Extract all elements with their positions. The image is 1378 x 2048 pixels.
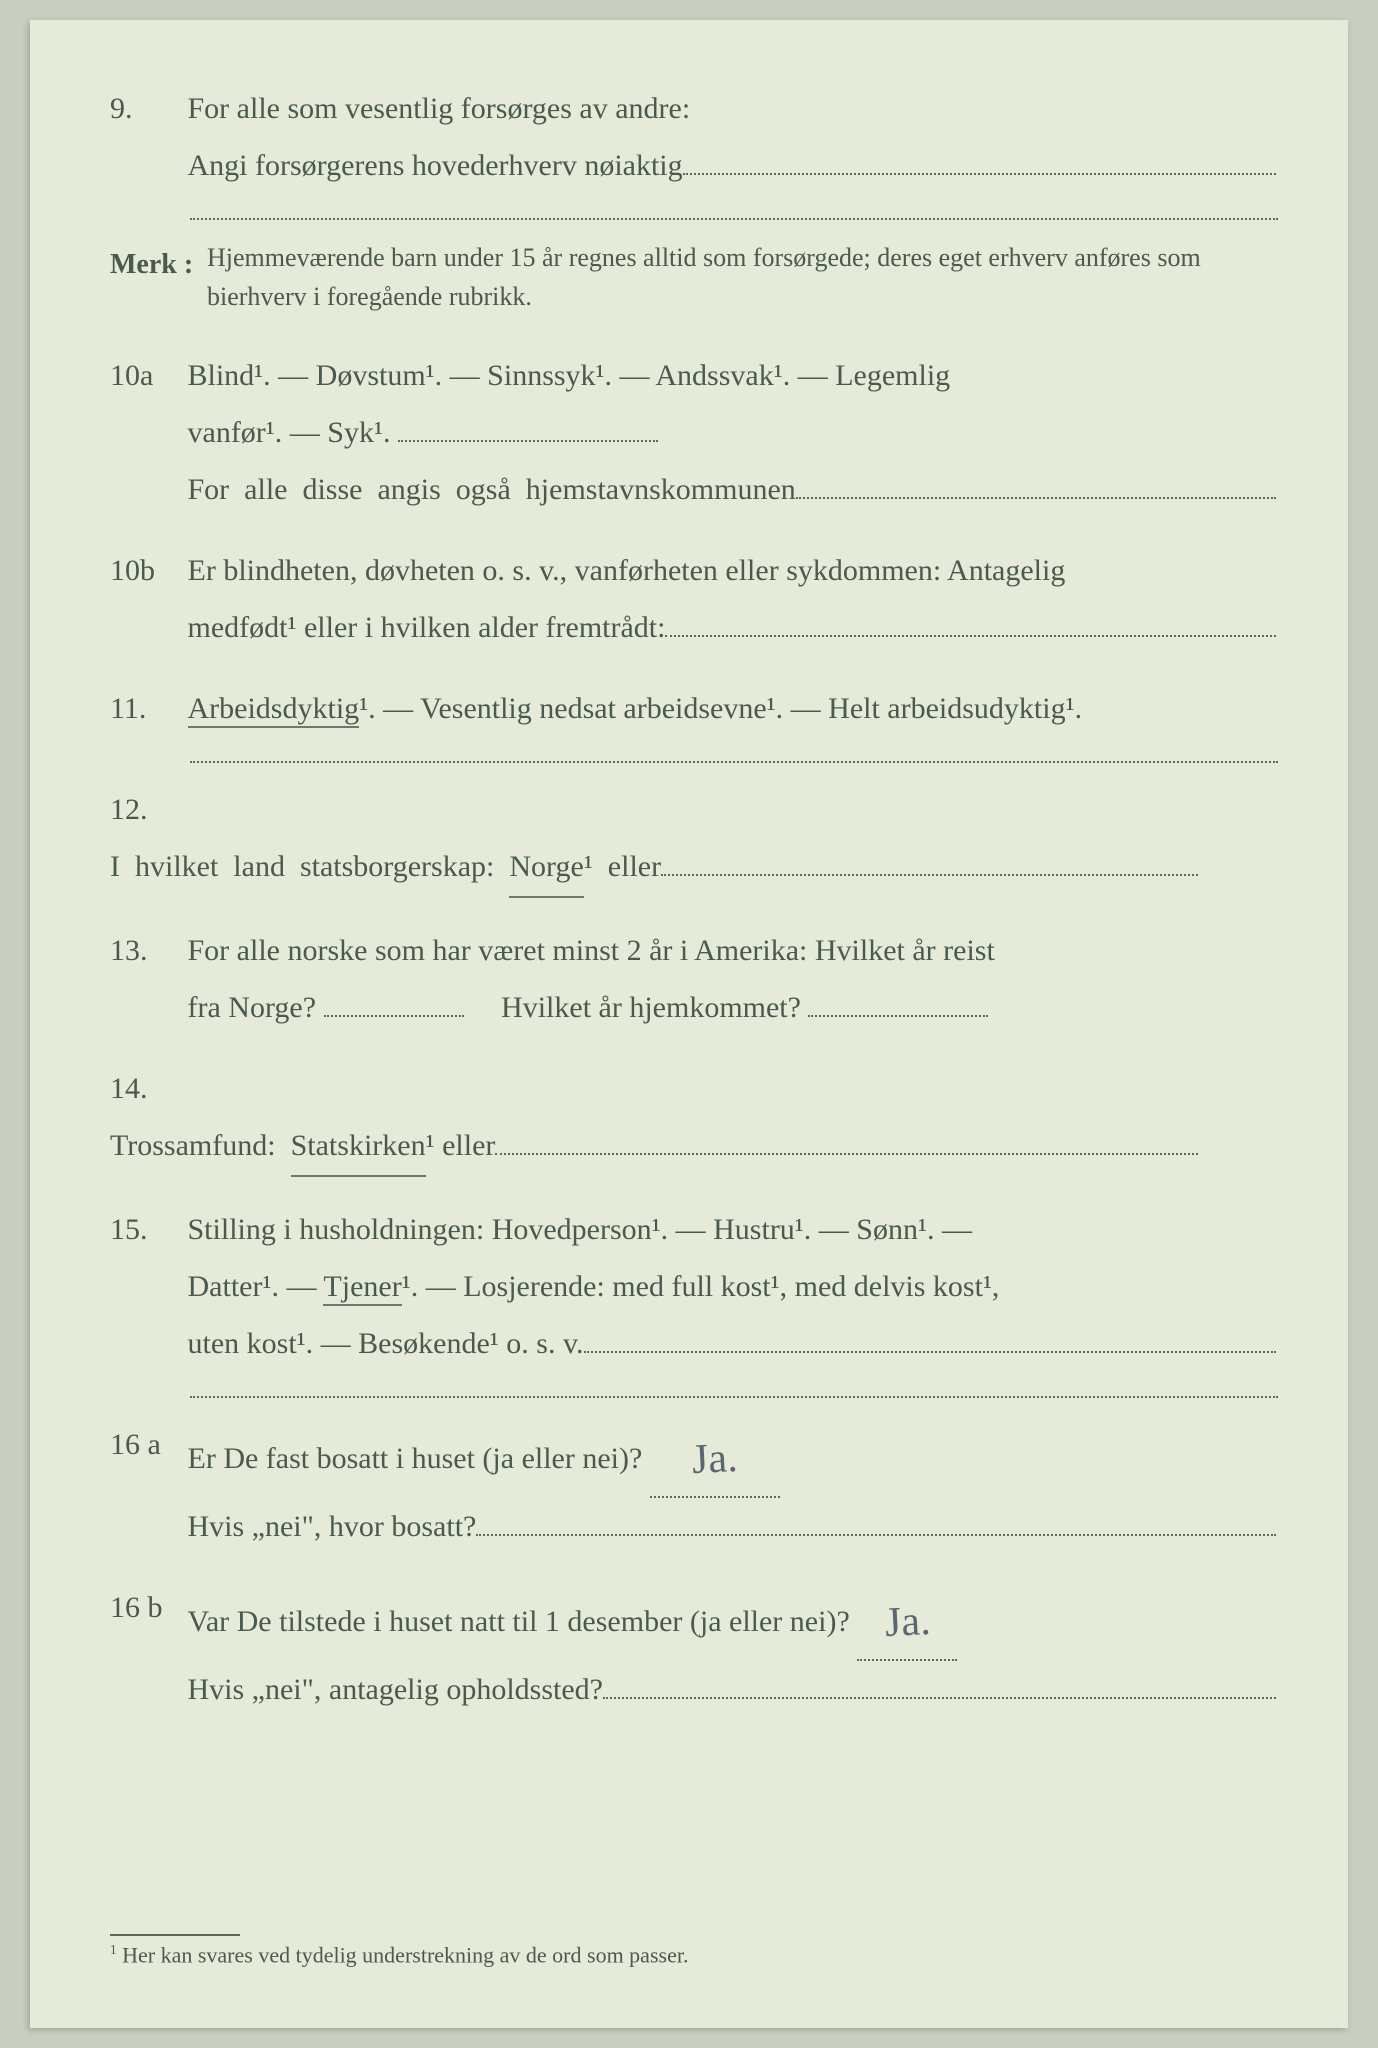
q14-post: ¹ eller xyxy=(426,1117,496,1174)
q13-body: For alle norske som har været minst 2 år… xyxy=(188,922,1276,1036)
q10a-options-1: Blind¹. — Døvstum¹. — Sinnssyk¹. — Andss… xyxy=(188,359,951,392)
footnote-body: Her kan svares ved tydelig understreknin… xyxy=(117,1942,689,1967)
q12-selected: Norge xyxy=(509,838,583,898)
census-form-page: 9. For alle som vesentlig forsørges av a… xyxy=(30,20,1348,2028)
q16a-answer: Ja. xyxy=(690,1419,740,1501)
q15-fill[interactable] xyxy=(584,1351,1276,1353)
q10b-fill[interactable] xyxy=(665,635,1275,637)
q10b-line1: Er blindheten, døvheten o. s. v., vanfør… xyxy=(188,554,1066,587)
q9-number: 9. xyxy=(110,80,180,137)
q12-fill[interactable] xyxy=(661,874,1198,876)
q16b-body: Var De tilstede i huset natt til 1 desem… xyxy=(188,1579,1276,1718)
question-10a: 10a Blind¹. — Døvstum¹. — Sinnssyk¹. — A… xyxy=(110,347,1278,518)
q16b-number: 16 b xyxy=(110,1579,180,1636)
footnote-rule xyxy=(110,1934,240,1936)
divider xyxy=(190,218,1278,220)
q10a-body: Blind¹. — Døvstum¹. — Sinnssyk¹. — Andss… xyxy=(188,347,1276,518)
footnote-area: 1 Her kan svares ved tydelig understrekn… xyxy=(110,1934,1278,1968)
q16b-answer: Ja. xyxy=(882,1582,932,1664)
q16a-answer-field[interactable]: Ja. xyxy=(650,1416,780,1498)
q16a-body: Er De fast bosatt i huset (ja eller nei)… xyxy=(188,1416,1276,1555)
question-12: 12. I hvilket land statsborgerskap: Norg… xyxy=(110,781,1278,898)
q13-line2b: Hvilket år hjemkommet? xyxy=(501,991,801,1024)
question-16b: 16 b Var De tilstede i huset natt til 1 … xyxy=(110,1579,1278,1718)
q15-line3: uten kost¹. — Besøkende¹ o. s. v. xyxy=(188,1315,584,1372)
q12-number: 12. xyxy=(110,781,180,838)
q11-selected: Arbeidsdyktig xyxy=(188,692,360,728)
q10a-fill-kommune[interactable] xyxy=(796,497,1276,499)
q12-post: ¹ eller xyxy=(584,838,661,895)
q10b-body: Er blindheten, døvheten o. s. v., vanfør… xyxy=(188,542,1276,656)
q13-number: 13. xyxy=(110,922,180,979)
merk-label: Merk : xyxy=(110,238,200,291)
divider xyxy=(190,1396,1278,1398)
q14-number: 14. xyxy=(110,1060,180,1117)
footnote-sup: 1 xyxy=(110,1942,117,1957)
q16b-q2: Hvis „nei", antagelig opholdssted? xyxy=(188,1661,604,1718)
q9-line2: Angi forsørgerens hovederhverv nøiaktig xyxy=(188,137,683,194)
question-10b: 10b Er blindheten, døvheten o. s. v., va… xyxy=(110,542,1278,656)
q10b-number: 10b xyxy=(110,542,180,599)
question-9: 9. For alle som vesentlig forsørges av a… xyxy=(110,80,1278,194)
q9-body: For alle som vesentlig forsørges av andr… xyxy=(188,80,1276,194)
question-16a: 16 a Er De fast bosatt i huset (ja eller… xyxy=(110,1416,1278,1555)
q11-rest: ¹. — Vesentlig nedsat arbeidsevne¹. — He… xyxy=(359,692,1082,725)
merk-text: Hjemmeværende barn under 15 år regnes al… xyxy=(207,238,1275,316)
q15-body: Stilling i husholdningen: Hovedperson¹. … xyxy=(188,1201,1276,1372)
q14-body: Trossamfund: Statskirken ¹ eller xyxy=(110,1117,1198,1177)
q16b-answer-field[interactable]: Ja. xyxy=(857,1579,957,1661)
q11-body: Arbeidsdyktig¹. — Vesentlig nedsat arbei… xyxy=(188,680,1276,737)
q12-pre: I hvilket land statsborgerskap: xyxy=(110,838,509,895)
q16a-q2: Hvis „nei", hvor bosatt? xyxy=(188,1498,477,1555)
q16b-q1: Var De tilstede i huset natt til 1 desem… xyxy=(188,1605,858,1638)
q10b-line2: medfødt¹ eller i hvilken alder fremtrådt… xyxy=(188,599,666,656)
q13-fill-year-left[interactable] xyxy=(324,1015,464,1017)
q14-fill[interactable] xyxy=(495,1153,1198,1155)
q14-selected: Statskirken xyxy=(291,1117,426,1177)
q10a-number: 10a xyxy=(110,347,180,404)
q15-number: 15. xyxy=(110,1201,180,1258)
q16a-number: 16 a xyxy=(110,1416,180,1473)
question-13: 13. For alle norske som har været minst … xyxy=(110,922,1278,1036)
note-merk: Merk : Hjemmeværende barn under 15 år re… xyxy=(110,238,1278,323)
q11-number: 11. xyxy=(110,680,180,737)
q13-line2a: fra Norge? xyxy=(188,991,317,1024)
divider xyxy=(190,761,1278,763)
q10a-line3: For alle disse angis også hjemstavnskomm… xyxy=(188,461,796,518)
q15-line1: Stilling i husholdningen: Hovedperson¹. … xyxy=(188,1213,972,1246)
q10a-fill-syk[interactable] xyxy=(398,440,658,442)
q9-line1: For alle som vesentlig forsørges av andr… xyxy=(188,92,691,125)
footnote-text: 1 Her kan svares ved tydelig understrekn… xyxy=(110,1942,1278,1968)
q9-fill[interactable] xyxy=(683,173,1276,175)
q13-line1: For alle norske som har været minst 2 år… xyxy=(188,934,995,967)
q16a-q1: Er De fast bosatt i huset (ja eller nei)… xyxy=(188,1442,650,1475)
question-14: 14. Trossamfund: Statskirken ¹ eller xyxy=(110,1060,1278,1177)
question-15: 15. Stilling i husholdningen: Hovedperso… xyxy=(110,1201,1278,1372)
question-11: 11. Arbeidsdyktig¹. — Vesentlig nedsat a… xyxy=(110,680,1278,737)
q15-line2b: ¹. — Losjerende: med full kost¹, med del… xyxy=(402,1270,1000,1303)
q16a-fill[interactable] xyxy=(476,1534,1275,1536)
q13-fill-year-return[interactable] xyxy=(808,1015,988,1017)
q15-selected: Tjener xyxy=(323,1270,401,1306)
q15-line2a: Datter¹. — xyxy=(188,1270,324,1303)
q14-pre: Trossamfund: xyxy=(110,1117,291,1174)
q16b-fill[interactable] xyxy=(603,1697,1276,1699)
q12-body: I hvilket land statsborgerskap: Norge ¹ … xyxy=(110,838,1198,898)
q10a-options-2: vanfør¹. — Syk¹. xyxy=(188,416,391,449)
